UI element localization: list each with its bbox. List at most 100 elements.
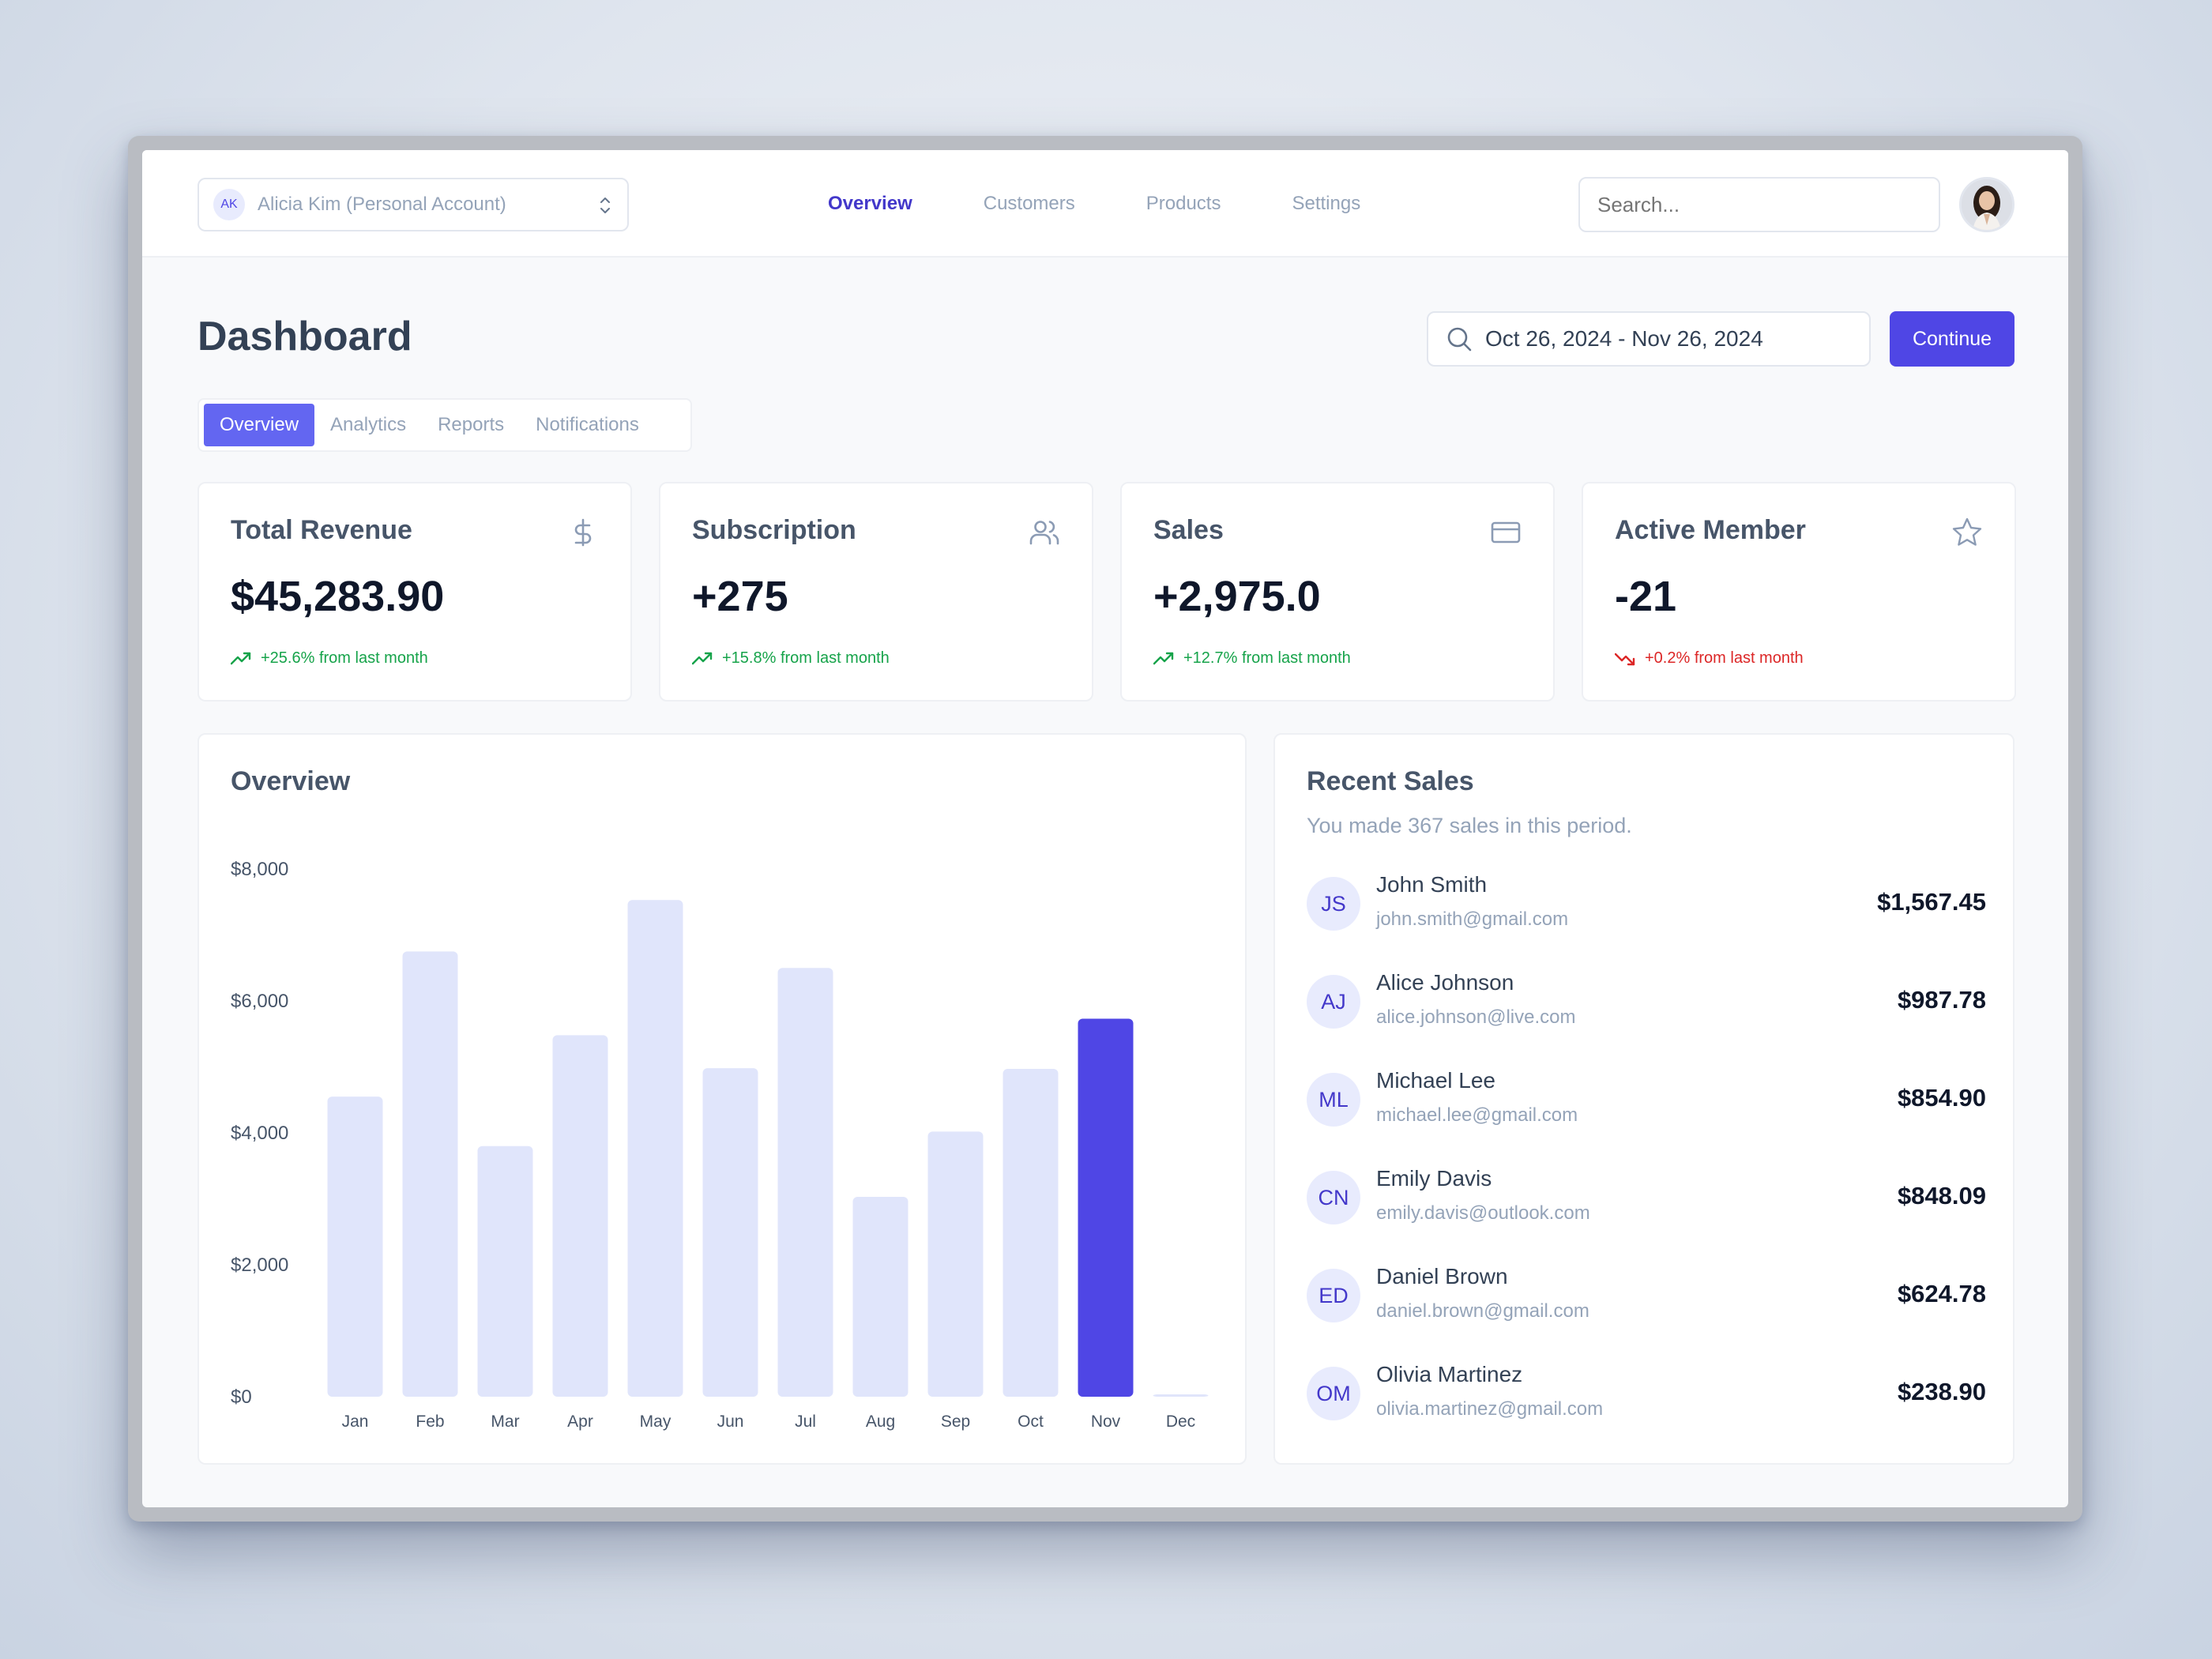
stat-trend: +15.8% from last month xyxy=(692,649,890,668)
x-tick-label: Feb xyxy=(416,1413,444,1431)
stat-value: $45,283.90 xyxy=(231,573,445,620)
bar-oct[interactable] xyxy=(1003,1069,1059,1397)
bar-may[interactable] xyxy=(627,900,683,1397)
credit-card-icon xyxy=(1491,521,1521,544)
x-tick-label: Oct xyxy=(1018,1413,1044,1431)
nav-customers[interactable]: Customers xyxy=(983,193,1075,214)
x-tick-label: Sep xyxy=(941,1413,970,1431)
sale-row[interactable]: ED Daniel Brown daniel.brown@gmail.com $… xyxy=(1307,1264,1986,1327)
bar-jan[interactable] xyxy=(327,1097,383,1397)
customer-name: Michael Lee xyxy=(1376,1068,1495,1093)
account-avatar: AK xyxy=(213,189,245,220)
sale-amount: $1,567.45 xyxy=(1877,888,1986,916)
stat-title: Total Revenue xyxy=(231,515,412,545)
bar-mar[interactable] xyxy=(477,1146,533,1397)
sale-amount: $854.90 xyxy=(1897,1084,1986,1112)
user-avatar[interactable] xyxy=(1959,177,2014,232)
search-input[interactable] xyxy=(1578,177,1940,232)
trending-down-icon xyxy=(1615,653,1635,665)
x-tick-label: Mar xyxy=(491,1413,519,1431)
customer-avatar: JS xyxy=(1307,877,1360,931)
customer-name: Daniel Brown xyxy=(1376,1264,1508,1288)
customer-avatar: CN xyxy=(1307,1171,1360,1224)
customer-name: Emily Davis xyxy=(1376,1166,1492,1191)
sale-row[interactable]: JS John Smith john.smith@gmail.com $1,56… xyxy=(1307,872,1986,935)
sale-row[interactable]: OM Olivia Martinez olivia.martinez@gmail… xyxy=(1307,1362,1986,1425)
bar-jul[interactable] xyxy=(777,968,833,1397)
chart-title: Overview xyxy=(231,766,351,796)
stat-title: Subscription xyxy=(692,515,856,545)
y-tick-label: $4,000 xyxy=(231,1123,288,1144)
stat-trend: +25.6% from last month xyxy=(231,649,428,668)
customer-avatar: AJ xyxy=(1307,975,1360,1029)
account-switcher[interactable]: AK Alicia Kim (Personal Account) xyxy=(198,178,629,231)
nav-settings[interactable]: Settings xyxy=(1292,193,1361,214)
x-tick-label: Jan xyxy=(342,1413,369,1431)
tab-overview[interactable]: Overview xyxy=(204,404,315,446)
date-range-text: Oct 26, 2024 - Nov 26, 2024 xyxy=(1485,326,1763,351)
y-tick-label: $8,000 xyxy=(231,859,288,880)
bar-apr[interactable] xyxy=(552,1035,608,1397)
stat-card-sales: Sales +2,975.0 +12.7% from last month xyxy=(1120,482,1555,702)
customer-email: daniel.brown@gmail.com xyxy=(1376,1300,1589,1322)
nav-products[interactable]: Products xyxy=(1146,193,1221,214)
stat-trend-text: +25.6% from last month xyxy=(261,649,428,667)
bar-dec[interactable] xyxy=(1153,1394,1209,1397)
y-tick-label: $2,000 xyxy=(231,1255,288,1276)
customer-avatar: ML xyxy=(1307,1073,1360,1127)
star-icon xyxy=(1952,517,1982,546)
bar-nov[interactable] xyxy=(1078,1018,1134,1397)
stat-value: +275 xyxy=(692,573,788,620)
date-range-picker[interactable]: Oct 26, 2024 - Nov 26, 2024 xyxy=(1427,311,1871,367)
bar-sep[interactable] xyxy=(927,1131,984,1397)
sale-row[interactable]: CN Emily Davis emily.davis@outlook.com $… xyxy=(1307,1166,1986,1229)
bar-feb[interactable] xyxy=(402,951,458,1397)
stat-title: Sales xyxy=(1153,515,1224,545)
customer-email: emily.davis@outlook.com xyxy=(1376,1202,1590,1224)
y-tick-label: $6,000 xyxy=(231,991,288,1012)
trending-up-icon xyxy=(692,652,713,664)
y-tick-label: $0 xyxy=(231,1386,252,1408)
sale-row[interactable]: ML Michael Lee michael.lee@gmail.com $85… xyxy=(1307,1068,1986,1131)
overview-bar-chart: $8,000 $6,000 $4,000 $2,000 $0 Jan Feb Mar Apr Ma… xyxy=(231,859,1209,1431)
users-icon xyxy=(1029,521,1059,545)
stat-trend-text: +12.7% from last month xyxy=(1183,649,1351,667)
customer-avatar: ED xyxy=(1307,1269,1360,1322)
customer-email: alice.johnson@live.com xyxy=(1376,1006,1576,1028)
x-tick-label: Apr xyxy=(567,1413,593,1431)
stat-trend: +0.2% from last month xyxy=(1615,649,1804,668)
dollar-icon xyxy=(574,518,592,547)
customer-email: olivia.martinez@gmail.com xyxy=(1376,1398,1604,1420)
customer-email: michael.lee@gmail.com xyxy=(1376,1104,1578,1126)
tab-bar: Overview Analytics Reports Notifications xyxy=(198,398,692,452)
trending-up-icon xyxy=(231,652,251,664)
recent-sales-subtitle: You made 367 sales in this period. xyxy=(1307,814,1632,837)
bar-aug[interactable] xyxy=(852,1196,908,1397)
tab-reports[interactable]: Reports xyxy=(438,414,505,435)
tab-notifications[interactable]: Notifications xyxy=(536,414,639,435)
x-tick-label: Jun xyxy=(717,1413,744,1431)
stat-card-subscription: Subscription +275 +15.8% from last month xyxy=(659,482,1093,702)
customer-avatar: OM xyxy=(1307,1367,1360,1420)
sale-amount: $848.09 xyxy=(1897,1182,1986,1209)
bar-jun[interactable] xyxy=(702,1068,758,1397)
stat-card-active-member: Active Member -21 +0.2% from last month xyxy=(1582,482,2016,702)
account-name: Alicia Kim (Personal Account) xyxy=(258,194,506,215)
recent-sales-title: Recent Sales xyxy=(1307,766,1474,796)
nav-overview[interactable]: Overview xyxy=(828,193,912,214)
sale-row[interactable]: AJ Alice Johnson alice.johnson@live.com … xyxy=(1307,970,1986,1033)
stat-value: +2,975.0 xyxy=(1153,573,1321,620)
sale-amount: $624.78 xyxy=(1897,1280,1986,1307)
x-tick-label: May xyxy=(640,1413,672,1431)
continue-button[interactable]: Continue xyxy=(1890,311,2014,367)
customer-email: john.smith@gmail.com xyxy=(1376,908,1569,930)
x-tick-label: Aug xyxy=(866,1413,895,1431)
sale-amount: $987.78 xyxy=(1897,986,1986,1014)
main-nav: Overview Customers Products Settings xyxy=(828,150,1431,258)
customer-name: Olivia Martinez xyxy=(1376,1362,1523,1386)
tab-analytics[interactable]: Analytics xyxy=(330,414,407,435)
stat-trend-text: +0.2% from last month xyxy=(1645,649,1804,667)
customer-name: Alice Johnson xyxy=(1376,970,1514,995)
sale-amount: $238.90 xyxy=(1897,1378,1986,1405)
chevron-up-down-icon xyxy=(600,198,610,213)
